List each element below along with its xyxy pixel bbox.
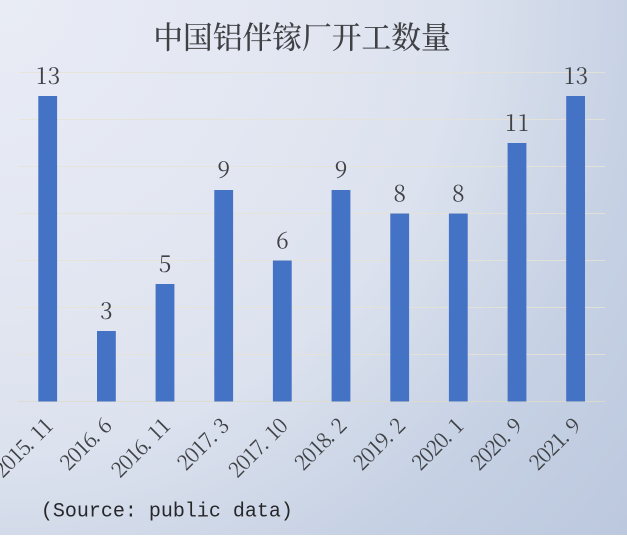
svg-text:(Source: public data): (Source: public data) [41,501,293,524]
